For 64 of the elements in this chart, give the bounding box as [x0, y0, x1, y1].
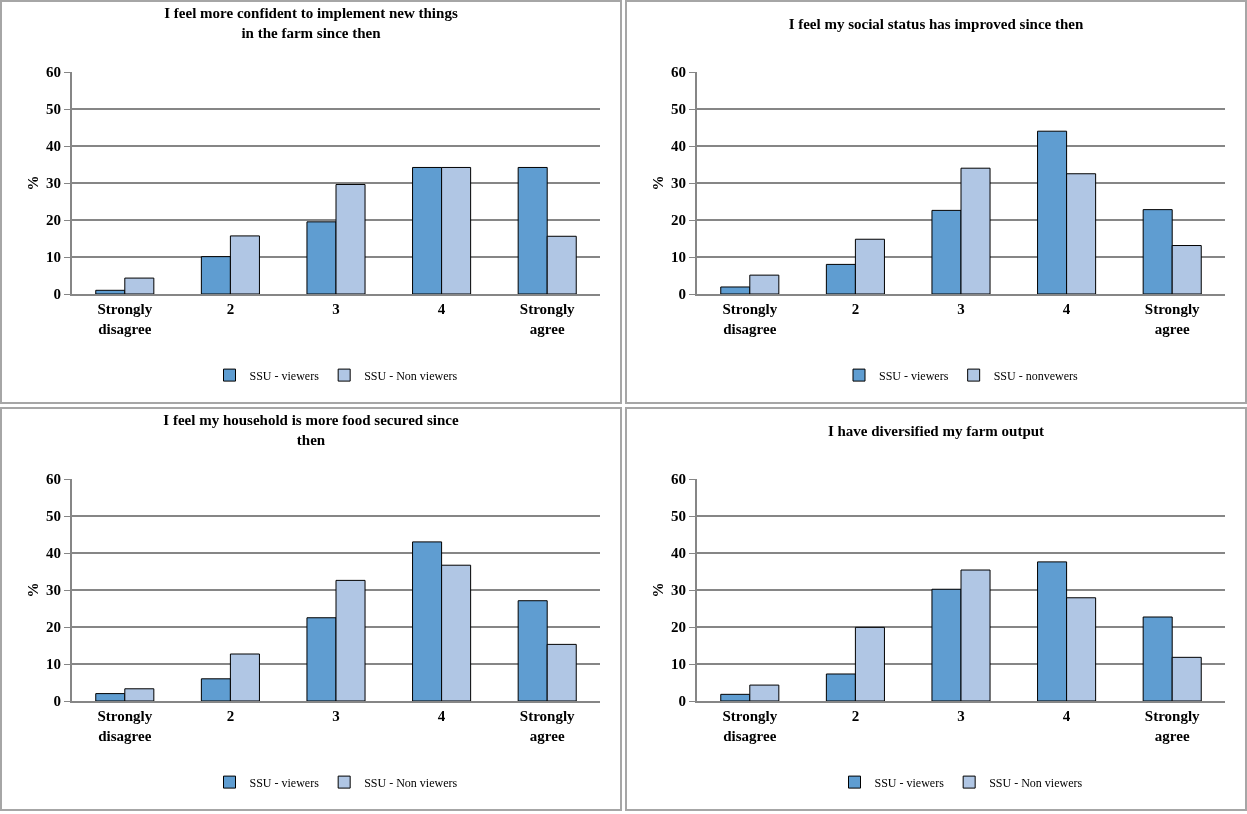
x-tick-label: 4	[1062, 708, 1071, 724]
legend-label: SSU - viewers	[874, 775, 945, 790]
y-tick-label: 60	[671, 64, 686, 81]
y-tick-label: 50	[671, 101, 686, 118]
x-tick-label: Strongly disagree	[97, 301, 153, 337]
x-tick-label: 2	[226, 301, 235, 317]
y-axis-title: %	[24, 175, 41, 191]
x-tick-label: 3	[957, 708, 965, 724]
chart-title: I feel my household is more food secured since then	[163, 412, 459, 448]
y-tick-label: 20	[671, 212, 686, 229]
legend-label: SSU - Non viewers	[989, 775, 1083, 790]
x-tick-label: 3	[332, 708, 340, 724]
y-tick-label: 30	[671, 175, 686, 192]
chart-title: I have diversified my farm output	[827, 422, 1045, 439]
y-tick-label: 40	[46, 138, 61, 155]
y-tick-label: 20	[46, 212, 61, 229]
y-tick-label: 30	[46, 582, 61, 599]
legend-label: SSU - Non viewers	[364, 368, 458, 383]
x-tick-label: Strongly agree	[1144, 708, 1201, 744]
legend-label: SSU - nonvewers	[993, 368, 1078, 383]
y-tick-label: 0	[53, 693, 61, 710]
y-tick-label: 30	[671, 582, 686, 599]
x-tick-label: Strongly agree	[1144, 301, 1201, 337]
y-tick-label: 10	[671, 249, 686, 266]
x-tick-label: 4	[437, 301, 446, 317]
y-tick-label: 20	[671, 619, 686, 636]
x-tick-label: Strongly disagree	[722, 301, 778, 337]
chart-title: I feel my social status has improved since then	[788, 15, 1085, 32]
y-tick-label: 60	[671, 471, 686, 488]
x-tick-label: 3	[332, 301, 340, 317]
y-tick-label: 60	[46, 64, 61, 81]
x-tick-label: 2	[851, 301, 860, 317]
chart-title: I feel more confident to implement new things in the farm since then	[164, 5, 458, 41]
x-tick-label: Strongly agree	[519, 301, 576, 337]
legend-label: SSU - Non viewers	[364, 775, 458, 790]
y-tick-label: 40	[46, 545, 61, 562]
y-tick-label: 0	[53, 286, 61, 303]
x-tick-label: Strongly disagree	[97, 708, 153, 744]
y-tick-label: 0	[678, 286, 686, 303]
x-tick-label: Strongly disagree	[722, 708, 778, 744]
y-tick-label: 20	[46, 619, 61, 636]
y-axis-title: %	[649, 582, 666, 598]
y-tick-label: 10	[671, 656, 686, 673]
y-axis-title: %	[649, 175, 666, 191]
legend-label: SSU - viewers	[879, 368, 949, 383]
y-tick-label: 60	[46, 471, 61, 488]
y-axis-title: %	[24, 582, 41, 598]
legend-label: SSU - viewers	[249, 775, 320, 790]
y-tick-label: 50	[46, 101, 61, 118]
x-tick-label: 2	[851, 708, 860, 724]
y-tick-label: 30	[46, 175, 61, 192]
y-tick-label: 50	[46, 508, 61, 525]
y-tick-label: 50	[671, 508, 686, 525]
x-tick-label: 4	[437, 708, 446, 724]
y-tick-label: 10	[46, 249, 61, 266]
x-tick-label: 2	[226, 708, 235, 724]
x-tick-label: 4	[1062, 301, 1071, 317]
legend-label: SSU - viewers	[249, 368, 320, 383]
y-tick-label: 10	[46, 656, 61, 673]
x-tick-label: Strongly agree	[519, 708, 576, 744]
y-tick-label: 0	[678, 693, 686, 710]
x-tick-label: 3	[957, 301, 965, 317]
y-tick-label: 40	[671, 545, 686, 562]
y-tick-label: 40	[671, 138, 686, 155]
